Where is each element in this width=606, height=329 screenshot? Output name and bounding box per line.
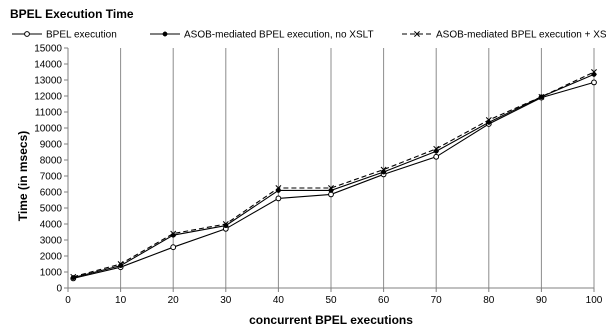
x-tick-label-10: 100 bbox=[586, 295, 603, 306]
x-tick-label-6: 60 bbox=[378, 295, 390, 306]
y-tick-label-14: 14000 bbox=[34, 60, 62, 71]
series-3-point-3-b bbox=[222, 221, 229, 227]
series-group bbox=[70, 69, 597, 282]
x-tick-label-7: 70 bbox=[431, 295, 443, 306]
y-tick-label-7: 7000 bbox=[40, 172, 63, 183]
y-tick-label-9: 9000 bbox=[40, 140, 63, 151]
legend-item-1: BPEL execution bbox=[12, 30, 117, 41]
series-3-point-4-b bbox=[275, 185, 282, 191]
series-3-point-0-b bbox=[70, 273, 77, 280]
x-tick-label-3: 30 bbox=[220, 295, 232, 306]
x-tick-label-8: 80 bbox=[483, 295, 495, 306]
y-tick-label-4: 4000 bbox=[40, 220, 63, 231]
x-tick-label-2: 20 bbox=[168, 295, 180, 306]
series-1 bbox=[70, 79, 597, 282]
series-1-line bbox=[73, 81, 595, 279]
series-3-point-3 bbox=[222, 221, 229, 227]
series-3-point-10 bbox=[591, 69, 597, 75]
legend-marker-3-b bbox=[414, 31, 420, 37]
legend-marker-3 bbox=[414, 31, 420, 37]
series-1-point-7 bbox=[433, 153, 440, 160]
legend-label-3: ASOB-mediated BPEL execution + XSLT bbox=[436, 30, 606, 41]
legend-item-2: ASOB-mediated BPEL execution, no XSLT bbox=[150, 30, 374, 41]
series-3-point-2-b bbox=[170, 230, 177, 237]
series-3-point-8-b bbox=[485, 117, 492, 123]
x-tick-label-9: 90 bbox=[536, 295, 548, 306]
legend-marker-2 bbox=[162, 31, 168, 37]
x-axis-label: concurrent BPEL executions bbox=[249, 313, 413, 327]
series-3-point-9 bbox=[538, 93, 545, 100]
y-tick-label-0: 0 bbox=[56, 284, 62, 295]
series-3-point-1 bbox=[117, 261, 124, 267]
legend-marker-1 bbox=[24, 31, 30, 37]
y-tick-label-8: 8000 bbox=[40, 156, 63, 167]
x-tick-label-0: 0 bbox=[65, 295, 71, 306]
y-tick-label-13: 13000 bbox=[34, 76, 62, 87]
series-3-point-8 bbox=[485, 117, 492, 123]
series-3-point-5-b bbox=[328, 185, 334, 191]
legend-label-2: ASOB-mediated BPEL execution, no XSLT bbox=[184, 30, 374, 41]
series-3-point-10-b bbox=[591, 69, 597, 75]
series-3-point-0 bbox=[70, 273, 77, 280]
y-tick-label-11: 11000 bbox=[35, 108, 63, 119]
y-tick-label-6: 6000 bbox=[40, 188, 63, 199]
series-3-point-9-b bbox=[538, 93, 545, 100]
y-tick-label-10: 10000 bbox=[34, 124, 62, 135]
series-1-point-4 bbox=[275, 195, 282, 202]
legend-label-1: BPEL execution bbox=[46, 30, 117, 41]
chart-title: BPEL Execution Time bbox=[10, 7, 134, 21]
series-3-point-5 bbox=[328, 185, 334, 191]
legend: BPEL execution ASOB-mediated BPEL executi… bbox=[12, 30, 606, 41]
series-1-point-10 bbox=[591, 79, 597, 86]
y-tick-label-5: 5000 bbox=[40, 204, 63, 215]
x-tick-label-5: 50 bbox=[325, 295, 337, 306]
axes bbox=[64, 47, 595, 292]
series-3-point-2 bbox=[170, 230, 177, 237]
x-tick-label-4: 40 bbox=[273, 295, 285, 306]
x-tick-labels: 0 10 20 30 40 50 60 70 80 90 100 bbox=[65, 295, 603, 306]
y-tick-label-12: 12000 bbox=[34, 92, 62, 103]
series-3-point-7 bbox=[433, 145, 440, 152]
series-3-point-4 bbox=[275, 185, 282, 191]
legend-item-3: ASOB-mediated BPEL execution + XSLT bbox=[402, 30, 606, 41]
y-tick-label-15: 15000 bbox=[34, 44, 62, 55]
series-3-point-7-b bbox=[433, 145, 440, 152]
series-3-point-6-b bbox=[380, 166, 387, 173]
series-1-point-2 bbox=[170, 244, 177, 251]
y-tick-labels: 0 1000 2000 3000 4000 5000 6000 7000 8000 9000 100… bbox=[34, 44, 62, 295]
series-3-point-1-b bbox=[117, 261, 124, 267]
series-3 bbox=[70, 69, 597, 280]
y-axis-label: Time (in msecs) bbox=[16, 131, 30, 221]
series-2 bbox=[70, 71, 597, 281]
x-tick-label-1: 10 bbox=[115, 295, 127, 306]
grid bbox=[120, 48, 595, 288]
y-tick-label-2: 2000 bbox=[40, 252, 63, 263]
series-3-point-6 bbox=[380, 166, 387, 173]
series-2-line bbox=[73, 73, 595, 279]
series-3-line bbox=[73, 71, 595, 278]
y-tick-label-3: 3000 bbox=[40, 236, 63, 247]
y-tick-label-1: 1000 bbox=[40, 268, 63, 279]
